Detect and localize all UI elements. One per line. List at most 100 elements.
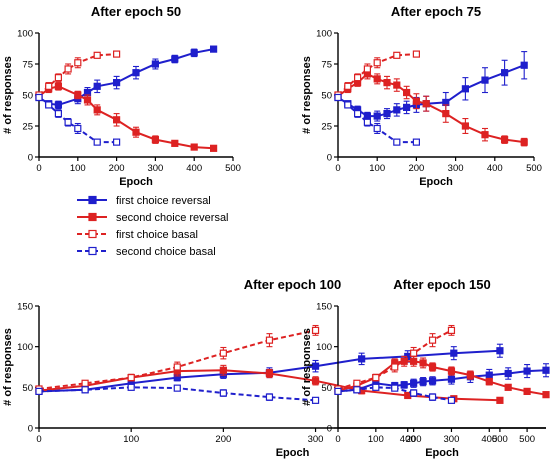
data-point [428,363,437,371]
data-point [132,128,140,136]
data-point [358,355,366,363]
data-point [393,81,401,89]
chart-title: After epoch 50 [91,4,181,19]
y-tick-label: 0 [327,424,332,435]
data-point [419,359,427,367]
data-point [496,347,504,355]
data-point [373,59,381,67]
data-point [171,55,179,63]
data-point [127,373,135,382]
data-point [372,373,380,382]
y-tick-label: 50 [321,383,332,394]
data-point [419,378,427,386]
y-tick-label: 75 [321,60,332,71]
y-tick-label: 150 [316,302,332,313]
data-point [391,384,399,392]
data-point [35,93,43,102]
data-point [363,65,371,73]
y-tick-label: 50 [321,91,332,102]
y-tick-label: 100 [316,342,332,353]
data-point [403,103,411,112]
series-line-2 [337,360,547,396]
data-point [496,396,504,404]
y-tick-label: 25 [321,122,332,133]
x-tick-label: 200 [215,434,231,445]
x-tick-label: 100 [70,163,86,174]
data-point [265,369,274,378]
data-point [520,61,528,69]
data-point [190,143,198,151]
y-axis-label: # of responses [301,328,313,406]
data-point [112,116,121,124]
legend-marker [88,195,97,205]
data-point [428,393,437,401]
data-point [373,112,381,120]
legend-label: first choice basal [116,229,198,241]
data-point [311,326,320,334]
x-tick-label: 400 [186,163,202,174]
data-point [450,349,458,357]
x-tick-label: 300 [308,434,324,445]
data-point [373,124,381,133]
data-point [428,336,437,344]
x-tick-label: 500 [492,434,508,445]
data-point [383,78,391,87]
data-point [542,391,550,399]
data-point [151,60,159,68]
y-tick-label: 50 [22,91,33,102]
data-point [74,59,82,67]
y-tick-label: 0 [28,424,33,435]
data-point [412,138,420,146]
data-point [391,363,399,371]
chart-title: After epoch 150 [393,277,491,292]
data-point [210,45,218,53]
series-line-2 [337,72,525,144]
data-point [461,85,469,93]
data-point [112,78,121,87]
series-line-2 [38,85,214,150]
x-axis-label: Epoch [425,447,459,459]
chart-title: After epoch 100 [244,277,342,292]
data-point [265,393,274,401]
data-point [447,396,456,404]
data-point [481,131,489,139]
legend-marker [88,229,97,239]
x-axis-label: Epoch [276,447,310,459]
x-tick-label: 0 [335,163,340,174]
x-tick-label: 0 [36,163,41,174]
y-axis-label: # of responses [301,56,313,134]
data-point [54,74,63,82]
data-point [410,379,418,387]
data-point [173,384,181,392]
y-tick-label: 100 [17,342,33,353]
data-point [372,383,380,391]
data-point [466,371,474,379]
data-point [412,97,420,105]
x-axis-label: Epoch [419,176,453,188]
data-point [219,349,227,357]
series-line-1 [38,48,214,106]
data-point [219,389,227,397]
data-point [383,109,391,118]
data-point [485,371,493,379]
data-point [35,387,43,395]
y-tick-label: 25 [22,122,33,133]
x-tick-label: 500 [225,163,241,174]
x-tick-label: 0 [36,434,41,445]
legend-marker [88,246,97,256]
data-point [112,138,121,146]
data-point [74,124,82,133]
data-point [428,377,437,385]
data-point [45,101,53,109]
data-point [354,109,362,118]
x-tick-label: 200 [109,163,125,174]
data-point [54,82,63,90]
x-tick-label: 300 [448,163,464,174]
x-tick-label: 400 [400,434,416,445]
x-axis-label: Epoch [119,176,153,188]
data-point [54,101,63,109]
data-point [93,138,101,146]
data-point [501,69,509,77]
data-point [210,144,218,152]
data-point [422,100,430,108]
